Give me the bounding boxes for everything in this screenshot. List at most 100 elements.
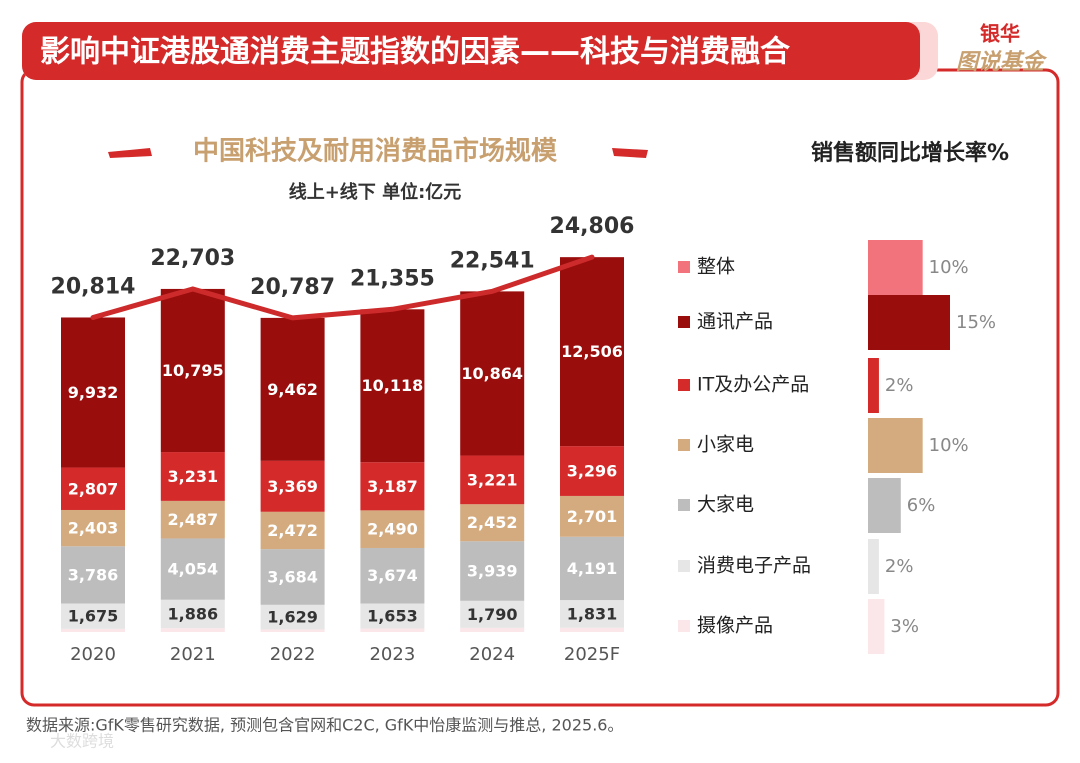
segment-label: 3,939 [467, 562, 518, 581]
bar-segment [360, 462, 425, 511]
bar-segment [260, 629, 325, 632]
segment-label: 9,462 [267, 380, 318, 399]
legend-label: 大家电 [697, 494, 754, 516]
source-note: 数据来源:GfK零售研究数据, 预测包含官网和C2C, GfK中怡康监测与推总,… [26, 716, 623, 735]
segment-label: 1,831 [567, 604, 618, 623]
segment-label: 1,675 [68, 607, 119, 626]
segment-label: 1,653 [367, 606, 418, 625]
segment-label: 1,790 [467, 605, 518, 624]
brand-bottom: 图说基金 [956, 49, 1048, 75]
segment-label: 3,684 [267, 567, 318, 586]
bar-segment [560, 257, 624, 447]
total-label: 24,806 [550, 214, 635, 239]
growth-bar [868, 240, 923, 295]
growth-label: 3% [890, 616, 919, 637]
total-label: 22,541 [450, 248, 535, 273]
legend-swatch [678, 261, 690, 273]
legend-label: 整体 [697, 256, 735, 278]
bar-segment [260, 549, 325, 605]
bar-segment [260, 460, 325, 512]
segment-label: 10,118 [362, 376, 424, 395]
bar-segment [160, 452, 225, 501]
bar-segment [460, 541, 525, 601]
total-label: 21,355 [350, 266, 435, 291]
bar-segment [460, 291, 525, 456]
bar-segment [360, 628, 425, 632]
growth-bar [868, 478, 901, 533]
bar-segment [460, 504, 525, 542]
bar-segment [360, 547, 425, 604]
brand-top: 银华 [980, 22, 1020, 46]
growth-label: 6% [907, 495, 936, 516]
chart-subtitle: 线上+线下 单位:亿元 [289, 181, 462, 203]
legend-swatch [678, 439, 690, 451]
x-tick-label: 2025F [564, 644, 620, 665]
segment-label: 1,886 [167, 604, 218, 623]
growth-label: 2% [885, 375, 914, 396]
legend-swatch [678, 560, 690, 572]
segment-label: 4,191 [567, 559, 618, 578]
segment-label: 3,674 [367, 566, 418, 585]
growth-label: 15% [956, 312, 996, 333]
segment-label: 2,452 [467, 513, 518, 532]
bar-segment [260, 604, 325, 630]
bar-segment [260, 317, 325, 461]
bar-segment [560, 536, 624, 601]
x-tick-label: 2024 [469, 644, 515, 665]
bar-segment [360, 309, 425, 463]
growth-bar [868, 358, 879, 413]
bar-segment [460, 455, 525, 505]
legend-swatch [678, 620, 690, 632]
x-tick-label: 2023 [369, 644, 415, 665]
bar-segment [560, 600, 624, 628]
growth-bar [868, 418, 923, 473]
segment-label: 10,795 [162, 361, 224, 380]
bar-segment [61, 603, 125, 629]
growth-label: 10% [929, 257, 969, 278]
bar-segment [260, 511, 325, 550]
total-label: 22,703 [150, 246, 235, 271]
segment-label: 2,472 [267, 521, 318, 540]
legend-swatch [678, 379, 690, 391]
chart-title: 中国科技及耐用消费品市场规模 [193, 136, 558, 167]
bar-segment [61, 509, 125, 547]
page-title: 影响中证港股通消费主题指数的因素——科技与消费融合 [40, 35, 790, 70]
segment-label: 3,369 [267, 477, 318, 496]
banner [22, 22, 920, 80]
bar-segment [160, 628, 225, 632]
segment-label: 3,296 [567, 462, 618, 481]
bar-segment [360, 510, 425, 548]
bar-segment [160, 538, 225, 600]
segment-label: 3,187 [367, 477, 418, 496]
bar-segment [61, 628, 125, 632]
segment-label: 2,490 [367, 520, 418, 539]
growth-title: 销售额同比增长率% [811, 140, 1009, 166]
bar-segment [560, 446, 624, 496]
bar-segment [560, 627, 624, 632]
segment-label: 9,932 [68, 383, 119, 402]
legend-label: IT及办公产品 [697, 374, 809, 396]
bar-segment [61, 467, 125, 510]
segment-label: 2,403 [68, 519, 119, 538]
segment-label: 2,807 [68, 479, 119, 498]
deco-right [612, 148, 648, 158]
bar-segment [460, 627, 525, 632]
bar-segment [160, 599, 225, 629]
bar-segment [160, 288, 225, 453]
segment-label: 3,221 [467, 470, 518, 489]
legend-label: 摄像产品 [697, 615, 773, 637]
bar-segment [61, 546, 125, 604]
segment-label: 1,629 [267, 608, 318, 627]
bar-segment [160, 500, 225, 539]
legend-swatch [678, 316, 690, 328]
segment-label: 10,864 [461, 364, 523, 383]
watermark: 大数跨境 [50, 732, 114, 751]
growth-bar [868, 295, 950, 350]
x-tick-label: 2021 [170, 644, 216, 665]
segment-label: 2,487 [167, 510, 218, 529]
growth-label: 10% [929, 435, 969, 456]
segment-label: 4,054 [167, 560, 218, 579]
total-label: 20,787 [250, 275, 335, 300]
segment-label: 12,506 [561, 342, 623, 361]
